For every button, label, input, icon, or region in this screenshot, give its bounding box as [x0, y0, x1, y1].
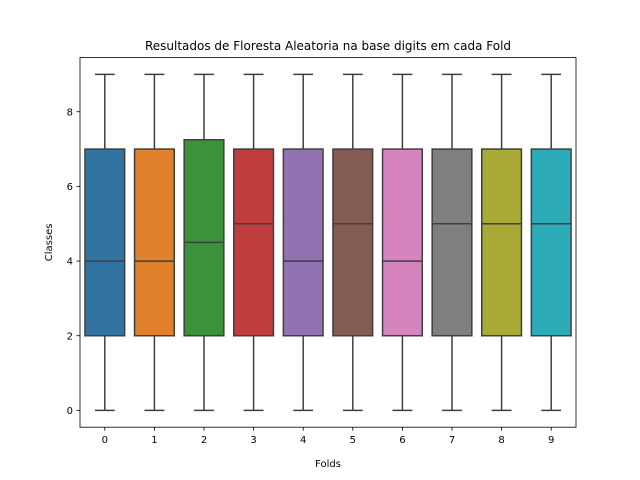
- x-tick-label: 4: [300, 435, 306, 446]
- box-fold-2: [183, 73, 225, 412]
- y-tick-label: 2: [67, 331, 73, 342]
- box-fold-1: [133, 73, 175, 412]
- box-iqr: [431, 148, 473, 337]
- y-axis-label: Classes: [44, 224, 55, 262]
- plot-frame: [79, 57, 577, 428]
- x-axis-label: Folds: [315, 459, 341, 470]
- y-tick-label: 6: [67, 182, 73, 193]
- boxes-layer: [84, 73, 572, 412]
- x-tick-label: 7: [449, 435, 455, 446]
- box-fold-6: [381, 73, 423, 412]
- box-iqr: [84, 148, 126, 337]
- box-iqr: [183, 138, 225, 337]
- x-tick-label: 2: [201, 435, 207, 446]
- y-tick-label: 0: [67, 406, 73, 417]
- box-iqr: [530, 148, 572, 337]
- box-iqr: [282, 148, 324, 337]
- box-fold-0: [84, 73, 126, 412]
- box-fold-5: [332, 73, 374, 412]
- chart-title: Resultados de Floresta Aleatoria na base…: [145, 39, 511, 53]
- box-iqr: [133, 148, 175, 337]
- box-iqr: [332, 148, 374, 337]
- x-tick-label: 6: [399, 435, 405, 446]
- x-tick-label: 3: [250, 435, 256, 446]
- y-tick-label: 8: [67, 107, 73, 118]
- box-fold-9: [530, 73, 572, 412]
- x-tick-label: 8: [498, 435, 504, 446]
- box-fold-3: [233, 73, 275, 412]
- x-tick-label: 1: [151, 435, 157, 446]
- x-tick-label: 5: [350, 435, 356, 446]
- x-tick-label: 9: [548, 435, 554, 446]
- box-iqr: [381, 148, 423, 337]
- x-tick-label: 0: [102, 435, 108, 446]
- y-axis: 0 2 4 6 8: [67, 107, 80, 417]
- x-axis: 0 1 2 3 4 5 6 7 8 9: [102, 427, 554, 446]
- box-iqr: [481, 148, 523, 337]
- box-iqr: [233, 148, 275, 337]
- box-fold-4: [282, 73, 324, 412]
- box-fold-8: [481, 73, 523, 412]
- y-tick-label: 4: [67, 257, 73, 268]
- box-fold-7: [431, 73, 473, 412]
